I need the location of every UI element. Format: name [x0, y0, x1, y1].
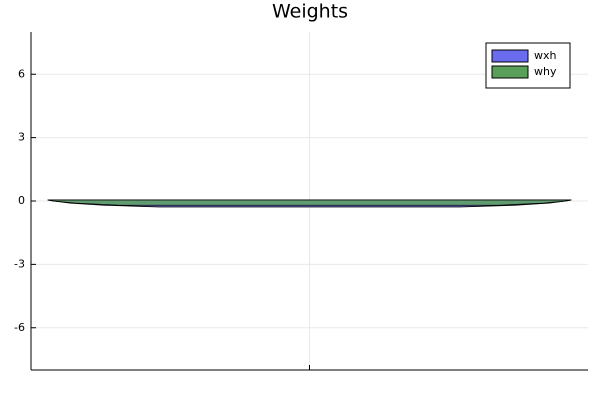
y-tick-label: 3 [18, 131, 25, 144]
chart-title: Weights [272, 1, 348, 23]
legend: wxh why [485, 42, 571, 89]
legend-label: why [534, 65, 557, 78]
violin [47, 199, 572, 206]
legend-swatch [491, 49, 529, 63]
y-tick-label: 0 [18, 194, 25, 207]
y-tick-label: -6 [14, 321, 25, 334]
y-tick-label: 6 [18, 67, 25, 80]
legend-swatch [491, 65, 529, 79]
y-tick-label: -3 [14, 257, 25, 270]
legend-label: wxh [534, 49, 557, 62]
